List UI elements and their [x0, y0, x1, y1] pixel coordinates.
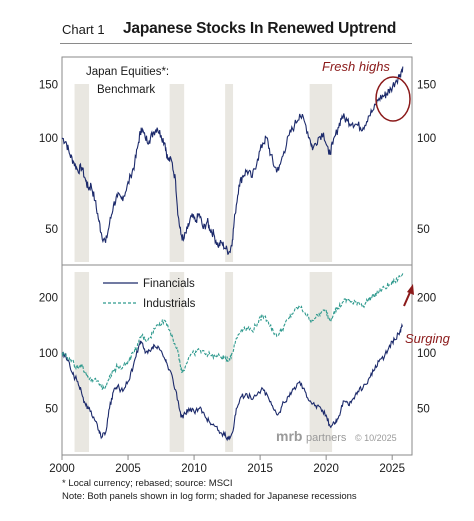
- axis-ticks: 50 100 150 50 100 150 50 100 200 50 100 200 2000 2005…: [39, 80, 436, 475]
- footnote-note: Note: Both panels shown in log form; sha…: [62, 491, 357, 502]
- y-tick-right-p2-50: 50: [417, 404, 430, 416]
- legend-industrials-label: Industrials: [143, 298, 196, 310]
- y-tick-left-p1-100: 100: [39, 133, 58, 145]
- annotation-fresh-highs: Fresh highs: [322, 59, 390, 74]
- series-line-japan-equities: [61, 66, 404, 255]
- y-tick-left-p1-50: 50: [45, 224, 58, 236]
- y-tick-left-p1-150: 150: [39, 80, 58, 92]
- recession-bar-2-3: [225, 272, 234, 452]
- recession-bar-1-4: [309, 84, 333, 262]
- x-tick-label-2015: 2015: [247, 463, 273, 475]
- recession-bar-2-4: [309, 272, 333, 452]
- recession-bar-2-2: [169, 272, 185, 452]
- y-tick-right-p2-100: 100: [417, 348, 436, 360]
- brand-logo: mrb: [276, 428, 302, 444]
- chart-title: Japanese Stocks In Renewed Uptrend: [123, 20, 397, 37]
- y-tick-right-p1-100: 100: [417, 133, 436, 145]
- bottom-panel-series: [61, 273, 404, 442]
- x-tick-label-2000: 2000: [49, 463, 75, 475]
- y-tick-right-p1-150: 150: [417, 80, 436, 92]
- plot-frame: [61, 56, 413, 456]
- surging-arrow: [403, 284, 414, 307]
- recession-bar-1-1: [74, 84, 90, 262]
- fresh-highs-circle: [375, 76, 411, 122]
- y-tick-left-p2-50: 50: [45, 404, 58, 416]
- recession-shading-bottom: [74, 272, 333, 452]
- y-tick-left-p2-200: 200: [39, 292, 58, 304]
- x-tick-label-2020: 2020: [313, 463, 339, 475]
- series-line-financials: [61, 322, 403, 442]
- footnote-source: * Local currency; rebased; source: MSCI: [62, 478, 233, 489]
- legend-financials-label: Financials: [143, 278, 195, 290]
- chart-label: Chart 1: [62, 22, 105, 37]
- header-rule: [60, 43, 412, 44]
- recession-shading-top: [74, 84, 333, 262]
- recession-bar-1-2: [169, 84, 185, 262]
- top-panel-series: [61, 66, 404, 255]
- recession-bar-1-3: [225, 84, 234, 262]
- legend-benchmark-line2: Benchmark: [97, 84, 155, 96]
- brand-copyright: © 10/2025: [355, 433, 397, 443]
- y-tick-right-p1-50: 50: [417, 224, 430, 236]
- recession-bar-2-1: [74, 272, 90, 452]
- y-tick-right-p2-200: 200: [417, 292, 436, 304]
- x-tick-label-2025: 2025: [379, 463, 405, 475]
- series-line-industrials: [61, 273, 404, 390]
- annotation-surging: Surging: [405, 331, 451, 346]
- x-tick-label-2005: 2005: [115, 463, 141, 475]
- x-tick-label-2010: 2010: [181, 463, 207, 475]
- brand-partners: partners: [306, 432, 347, 444]
- y-tick-left-p2-100: 100: [39, 348, 58, 360]
- legend-benchmark-line1: Japan Equities*:: [86, 66, 169, 78]
